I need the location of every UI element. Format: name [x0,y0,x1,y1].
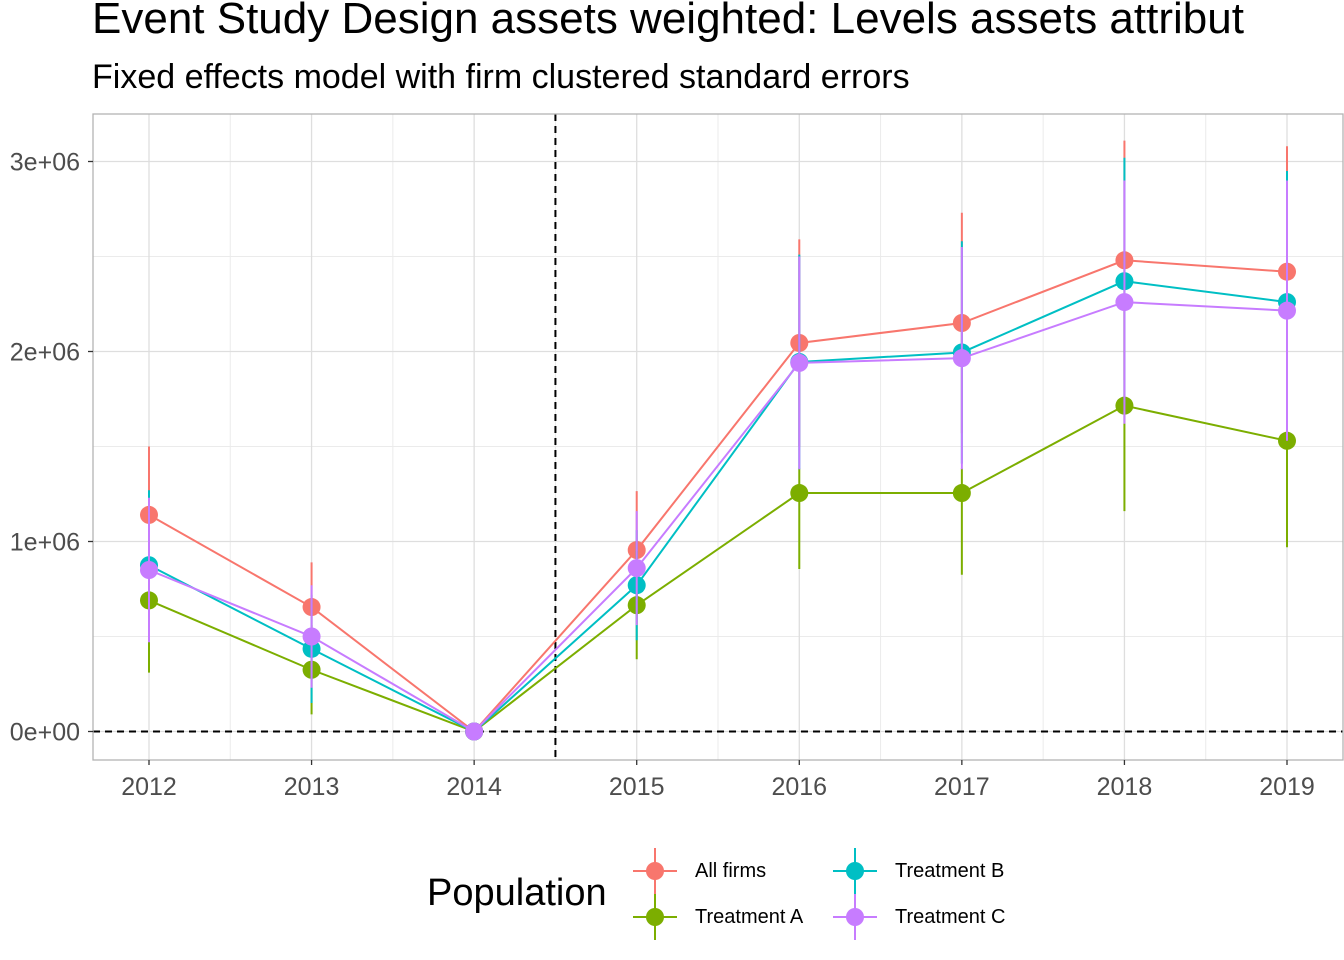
legend-item-treatment-c: Treatment C [833,894,1005,940]
x-tick-label: 2017 [934,773,990,801]
x-tick-label: 2012 [121,773,177,801]
legend-key-point [846,862,864,880]
x-tick-label: 2018 [1097,773,1153,801]
legend-key [633,848,677,894]
legend: Population All firms Treatment A Treatment… [425,845,1045,945]
legend-label: All firms [695,859,767,882]
legend-key-point [646,862,664,880]
series-line [148,301,1288,733]
legend-key [833,894,877,940]
legend-label: Treatment A [695,905,804,928]
gridlines [93,114,1343,760]
y-tick-label: 2e+06 [10,339,80,367]
x-tick-label: 2019 [1259,773,1315,801]
series-layer [140,140,1296,741]
legend-key [833,848,877,894]
series-line [148,259,1288,733]
legend-title: Population [427,872,607,914]
axes: 0e+00 1e+06 2e+06 3e+06 2012 2013 2014 2015 2016… [10,113,1344,801]
data-point [790,484,809,503]
legend-item-all-firms: All firms [633,848,766,894]
data-point [465,722,484,741]
legend-label: Treatment C [895,905,1006,928]
chart-subtitle: Fixed effects model with firm clustered … [92,58,910,96]
legend-label: Treatment B [895,859,1005,882]
x-tick-label: 2013 [284,773,340,801]
data-point [790,353,809,372]
y-tick-label: 0e+00 [10,719,80,747]
data-point [952,484,971,503]
y-tick-label: 1e+06 [10,529,80,557]
x-tick-label: 2015 [609,773,665,801]
data-point [1278,301,1296,320]
series-line [148,404,1288,733]
series-treatment-c [140,180,1296,741]
data-point [140,561,158,579]
legend-item-treatment-a: Treatment A [633,894,803,940]
legend-key [633,894,677,940]
legend-item-treatment-b: Treatment B [833,848,1004,894]
data-point [1115,293,1134,312]
legend-key-point [846,908,864,926]
data-point [302,627,321,646]
chart-title: Event Study Design assets weighted: Leve… [92,0,1244,43]
x-tick-label: 2014 [446,773,502,801]
reference-lines [93,114,1343,760]
panel-border [92,113,1344,761]
legend-key-point [646,908,664,926]
data-point [627,559,646,578]
data-point [952,349,971,368]
series-line [148,280,1288,733]
x-tick-label: 2016 [771,773,827,801]
y-tick-label: 3e+06 [10,149,80,177]
